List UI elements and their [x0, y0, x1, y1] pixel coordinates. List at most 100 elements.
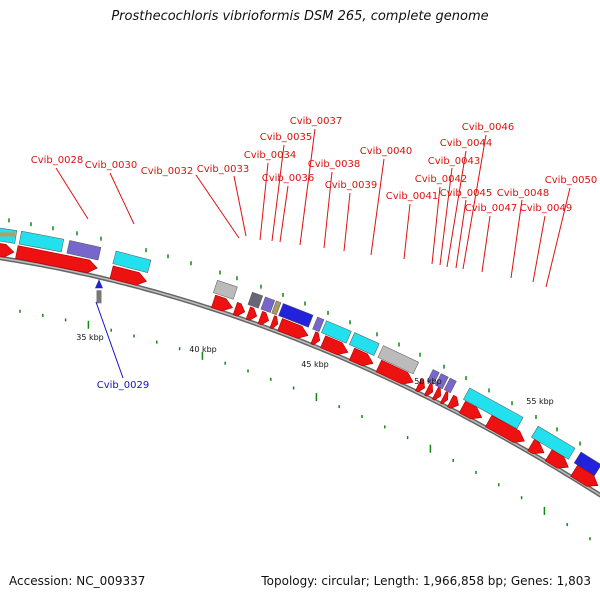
label-leader [532, 215, 546, 283]
label-leader [545, 187, 571, 288]
gene-label: Cvib_0034 [244, 150, 296, 161]
gene-arrow-reverse [95, 279, 103, 289]
gene-arrow-forward [277, 318, 309, 339]
label-leader [195, 174, 240, 239]
feature-box [434, 373, 449, 390]
gene-label: Cvib_0048 [497, 188, 549, 199]
gene-label: Cvib_0039 [325, 180, 377, 191]
feature-box [260, 296, 276, 313]
gene-arrow-forward [570, 464, 599, 487]
ruler-label: 35 kbp [76, 333, 104, 342]
label-leader [403, 203, 411, 260]
gene-arrow-forward [269, 315, 279, 330]
gene-label: Cvib_0044 [440, 138, 492, 149]
feature-box [271, 300, 282, 316]
gene-arrow-forward [544, 449, 569, 469]
label-leader [279, 185, 289, 243]
gene-arrows [0, 242, 599, 487]
backbone-highlight [0, 257, 600, 496]
gene-arrow-forward [0, 242, 15, 258]
label-leader [510, 199, 523, 279]
gene-arrow-forward [257, 310, 270, 326]
gene-arrow-forward [211, 294, 233, 312]
gene-arrow-forward [375, 359, 414, 385]
label-leader [462, 134, 487, 270]
backbone [0, 255, 600, 498]
gene-label: Cvib_0037 [290, 116, 342, 127]
label-leaders [55, 128, 571, 379]
label-leader [370, 158, 385, 256]
gene-label: Cvib_0045 [440, 188, 492, 199]
feature-box [443, 377, 457, 394]
label-leader [343, 192, 351, 252]
gene-label: Cvib_0043 [428, 156, 480, 167]
gene-label: Cvib_0050 [545, 175, 597, 186]
feature-box [66, 240, 102, 261]
ruler-label: 55 kbp [526, 397, 554, 406]
gene-arrow-forward [232, 302, 246, 317]
feature-box [531, 425, 576, 460]
label-leader [439, 167, 453, 266]
gene-arrow-forward [458, 400, 483, 420]
accession-text: Accession: NC_009337 [9, 574, 146, 588]
genome-summary: Topology: circular; Length: 1,966,858 bp… [261, 574, 591, 588]
gene-label: Cvib_0032 [141, 166, 193, 177]
ruler-label: 40 kbp [189, 345, 217, 354]
gene-arrow-forward [245, 306, 258, 321]
feature-track [0, 227, 600, 477]
gene-label: Cvib_0035 [260, 132, 312, 143]
map-title: Prosthecochloris vibrioformis DSM 265, c… [111, 9, 489, 24]
feature-stripe [0, 232, 15, 237]
gene-arrow-forward [109, 265, 147, 286]
feature-box [213, 279, 238, 300]
gene-label: Cvib_0038 [308, 159, 360, 170]
gene-label: Cvib_0040 [360, 146, 412, 157]
label-leader [259, 162, 269, 241]
feature-box [247, 291, 264, 309]
gene-arrow-forward [15, 245, 98, 274]
gene-label: Cvib_0042 [415, 174, 467, 185]
feature-box [463, 387, 524, 430]
label-leader [431, 186, 441, 265]
ruler-label: 45 kbp [301, 360, 329, 369]
gene-arrow-forward [447, 394, 459, 409]
feature-box [377, 345, 420, 375]
label-leader [481, 215, 491, 273]
gene-arrow-forward [439, 391, 449, 405]
feature-box [348, 332, 380, 356]
feature-box [321, 320, 352, 344]
gene-arrow-forward [348, 347, 374, 367]
gene-labels: Cvib_0028 Cvib_0029 Cvib_0030 Cvib_0032 Cvib… [31, 116, 597, 391]
label-leader [95, 301, 124, 379]
ruler: 35 kbp 40 kbp 45 kbp 50 kbp 55 kbp [76, 333, 554, 406]
label-leader [455, 199, 467, 269]
gene-label: Cvib_0030 [85, 160, 137, 171]
feature-box [426, 369, 440, 385]
reverse-gene-block [96, 290, 102, 304]
gene-label: Cvib_0049 [520, 203, 572, 214]
gene-label: Cvib_0033 [197, 164, 249, 175]
gene-label: Cvib_0036 [262, 173, 314, 184]
label-leader [271, 144, 285, 242]
label-leader [446, 150, 467, 268]
gene-label: Cvib_0028 [31, 155, 83, 166]
feature-box [112, 250, 152, 274]
gene-label: Cvib_0046 [462, 122, 514, 133]
label-leader [299, 128, 316, 246]
ruler-label: 50 kbp [414, 377, 442, 386]
tick-marks [8, 218, 591, 541]
gene-arrow-forward [431, 387, 441, 401]
gene-arrow-forward [424, 383, 433, 397]
gene-arrow-forward [320, 335, 349, 356]
gene-arrow-forward [527, 439, 545, 455]
backbone-line [0, 255, 600, 498]
label-leader [109, 172, 135, 225]
label-leader [323, 171, 333, 249]
feature-box [18, 230, 65, 253]
gene-arrow-forward [415, 378, 425, 393]
gene-label: Cvib_0029 [97, 380, 149, 391]
gene-label: Cvib_0047 [465, 203, 517, 214]
gene-arrow-forward [485, 415, 525, 443]
gene-label: Cvib_0041 [386, 191, 438, 202]
